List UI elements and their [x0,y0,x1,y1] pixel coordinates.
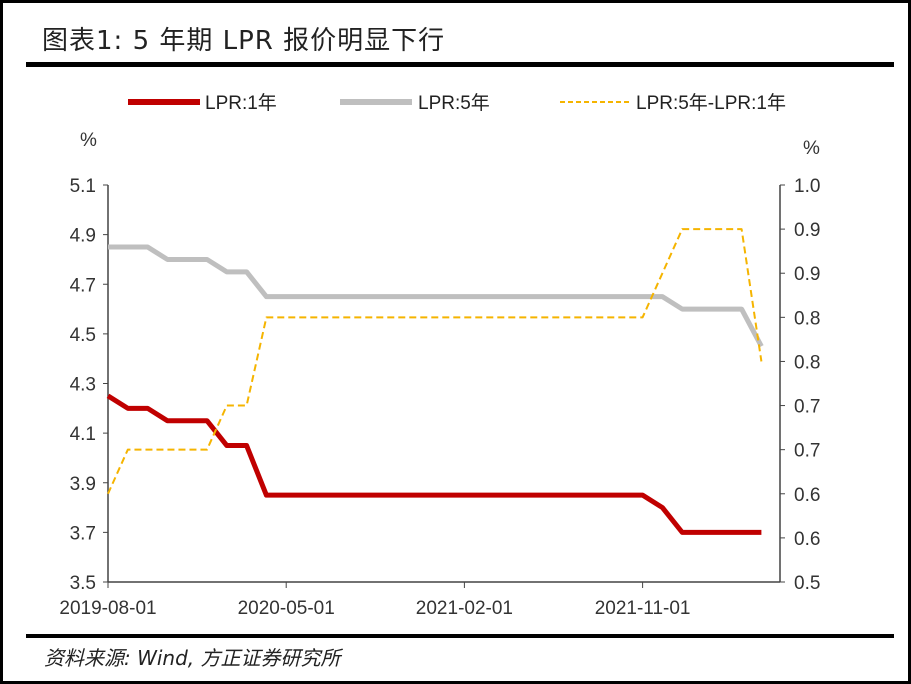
legend-label-1: LPR:1年 [205,92,277,114]
left-axis-unit: % [80,130,97,151]
footer-divider [26,634,894,638]
left-tick-label: 4.9 [70,226,96,247]
right-tick-label: 0.5 [794,573,820,594]
right-tick-label: 0.9 [794,264,820,285]
right-axis-unit: % [803,138,820,159]
left-tick-label: 5.1 [70,176,96,197]
series-line-2 [108,244,764,348]
right-tick-label: 0.7 [794,397,820,418]
right-tick-label: 0.7 [794,441,820,462]
title-divider [26,62,894,67]
legend-label-3: LPR:5年-LPR:1年 [636,92,786,114]
right-tick-label: 0.8 [794,308,820,329]
right-tick-label: 0.6 [794,529,820,550]
left-tick-label: 4.7 [70,275,96,296]
left-tick-label: 4.3 [70,375,96,396]
series-line-3 [107,228,763,495]
right-tick-label: 0.6 [794,485,820,506]
chart-title: 图表1: 5 年期 LPR 报价明显下行 [42,26,446,56]
left-tick-label: 4.1 [70,424,96,445]
x-tick-label: 2021-11-01 [595,598,691,619]
x-tick-label: 2020-05-01 [238,598,335,619]
left-tick-label: 3.7 [70,523,96,544]
x-tick-label: 2019-08-01 [59,598,156,619]
right-tick-label: 0.8 [794,352,820,373]
right-tick-label: 0.9 [794,220,820,241]
x-tick-label: 2021-02-01 [416,598,513,619]
left-tick-label: 3.9 [70,474,96,495]
legend-label-2: LPR:5年 [418,92,490,114]
left-tick-label: 3.5 [70,573,96,594]
left-tick-label: 4.5 [70,325,96,346]
series-line-1 [106,393,762,535]
right-tick-label: 1.0 [794,176,820,197]
source-note: 资料来源: Wind, 方正证券研究所 [44,646,341,670]
